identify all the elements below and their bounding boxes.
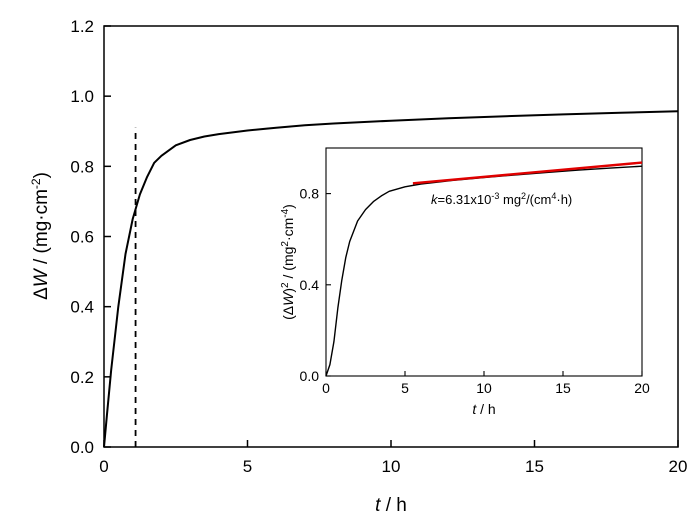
inset-fit-annotation: k=6.31x10-3 mg2/(cm4·h) bbox=[431, 191, 572, 207]
inset-y-axis-label: (ΔW)2 / (mg2·cm-4) bbox=[280, 204, 297, 320]
main-y-tick-label: 0.4 bbox=[70, 298, 94, 317]
inset-x-tick-label: 5 bbox=[401, 380, 409, 396]
main-x-tick-label: 10 bbox=[382, 457, 401, 476]
main-x-tick-label: 20 bbox=[669, 457, 688, 476]
main-y-tick-label: 0.2 bbox=[70, 368, 94, 387]
inset-x-tick-label: 0 bbox=[322, 380, 330, 396]
main-plot: 0 5 10 15 20 0.0 0.2 0.4 0.6 0.8 1.0 1.2 t / h ΔW / (… bbox=[29, 17, 687, 516]
inset-x-axis-label: t / h bbox=[472, 401, 495, 417]
inset-x-tick-label: 15 bbox=[555, 380, 571, 396]
main-y-tick-label: 0.8 bbox=[70, 157, 94, 176]
main-y-tick-label: 1.0 bbox=[70, 87, 94, 106]
main-y-tick-label: 0.0 bbox=[70, 438, 94, 457]
inset-plot: 0 5 10 15 20 0.0 0.4 0.8 t / h (ΔW)2 / (mg2·cm-4)… bbox=[280, 147, 650, 417]
main-x-tick-label: 0 bbox=[99, 457, 108, 476]
inset-fit-line bbox=[412, 161, 643, 185]
main-x-tick-label: 5 bbox=[243, 457, 252, 476]
inset-x-tick-label: 10 bbox=[476, 380, 492, 396]
inset-y-tick-label: 0.4 bbox=[300, 277, 320, 293]
main-x-axis-label: t / h bbox=[375, 495, 407, 516]
main-x-tick-label: 15 bbox=[525, 457, 544, 476]
main-y-tick-label: 0.6 bbox=[70, 228, 94, 247]
inset-y-tick-label: 0.0 bbox=[300, 368, 320, 384]
inset-y-tick-label: 0.8 bbox=[300, 186, 320, 202]
inset-x-tick-label: 20 bbox=[634, 380, 650, 396]
main-y-axis-label: ΔW / (mg·cm-2) bbox=[29, 172, 52, 300]
inset-background bbox=[326, 148, 642, 376]
main-series-line bbox=[103, 110, 679, 448]
main-y-tick-label: 1.2 bbox=[70, 17, 94, 36]
